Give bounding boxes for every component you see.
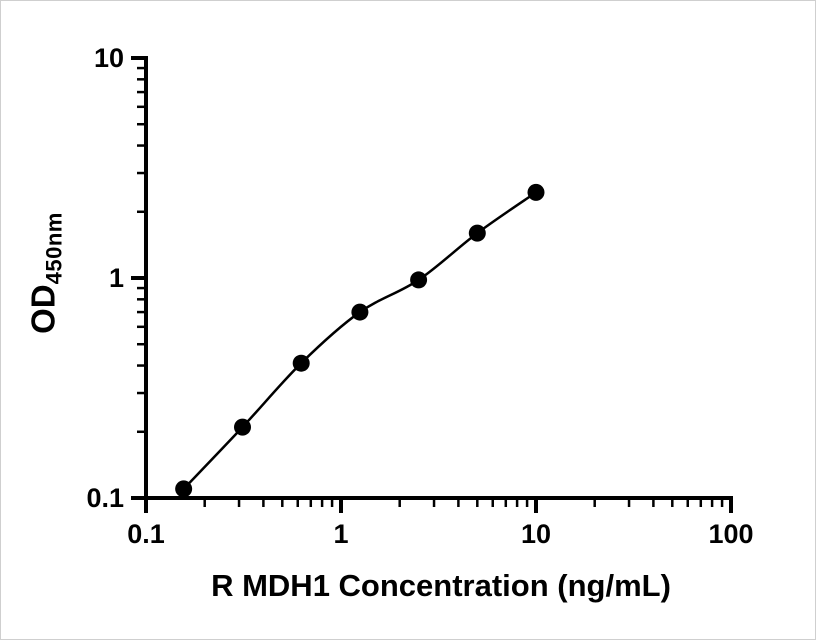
x-tick-label: 0.1	[127, 519, 165, 549]
x-tick-label: 10	[521, 519, 551, 549]
x-tick-label: 1	[333, 519, 348, 549]
data-point	[175, 480, 193, 498]
y-axis-title: OD450nm	[25, 212, 68, 334]
data-point	[527, 183, 545, 201]
y-tick-label: 1	[109, 263, 124, 293]
y-tick-label: 10	[94, 43, 124, 73]
y-axis-title-main: OD	[24, 284, 62, 334]
data-point	[292, 354, 310, 372]
y-axis-title-sub: 450nm	[41, 212, 67, 285]
x-axis-title: R MDH1 Concentration (ng/mL)	[211, 568, 671, 603]
data-point	[234, 418, 251, 436]
y-tick-label: 0.1	[86, 483, 124, 513]
x-tick-label: 100	[708, 519, 753, 549]
data-point	[410, 271, 428, 289]
data-point	[351, 303, 369, 321]
data-point	[468, 224, 486, 242]
